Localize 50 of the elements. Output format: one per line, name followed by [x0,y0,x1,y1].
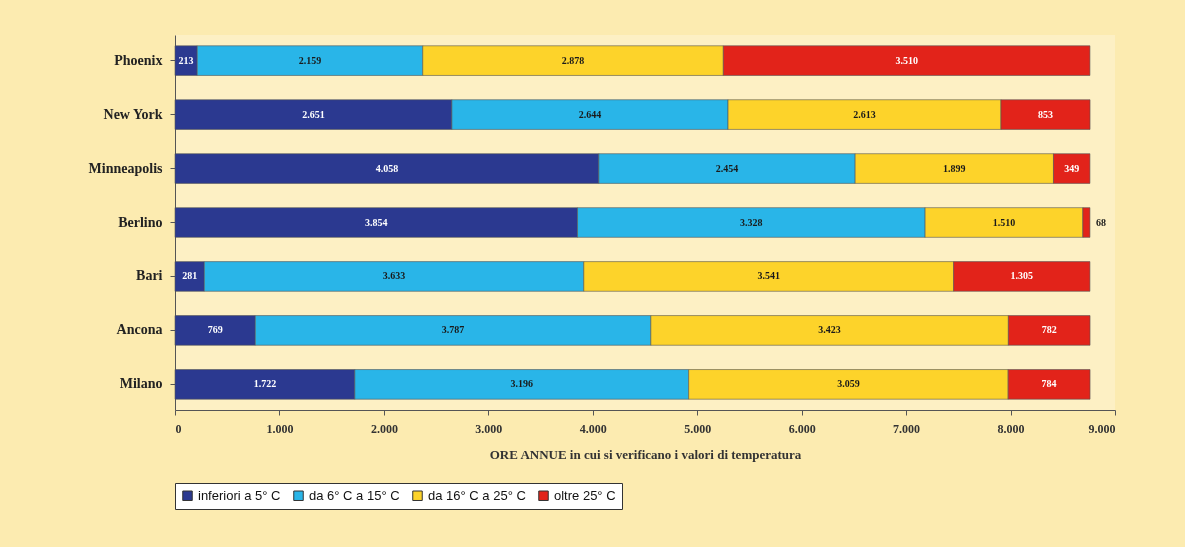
x-tick-label: 1.000 [266,421,294,436]
y-tick-label: Bari [136,268,163,284]
data-label: 1.510 [992,216,1016,228]
x-tick-label: 6.000 [788,421,816,436]
data-label: 1.722 [253,378,277,390]
x-tick-label: 0 [175,421,182,436]
data-label: 349 [1064,162,1080,174]
x-tick-label: 2.000 [370,421,398,436]
y-tick-label: Minneapolis [88,160,164,176]
data-label: 3.328 [740,216,763,228]
y-tick-label: Ancona [116,322,163,338]
y-tick-label: Phoenix [114,52,163,68]
data-label: 1.305 [1010,270,1034,282]
data-label: 68 [1095,216,1106,228]
data-label: 3.854 [365,216,388,228]
x-tick-label: 7.000 [893,421,921,436]
data-label: 213 [178,54,194,66]
legend-label: da 6° C a 15° C [309,487,400,503]
data-label: 3.196 [510,378,534,390]
x-tick-label: 5.000 [684,421,712,436]
legend-label: da 16° C a 25° C [428,487,526,503]
legend-label: inferiori a 5° C [198,487,281,503]
data-label: 3.787 [441,324,465,336]
data-label: 4.058 [375,162,399,174]
data-label: 2.454 [715,162,739,174]
data-label: 3.633 [382,270,406,282]
data-label: 769 [207,324,223,336]
data-label: 2.644 [578,108,602,120]
data-label: 3.541 [757,270,780,282]
data-label: 2.651 [302,108,325,120]
y-tick-label: Berlino [118,214,163,230]
data-label: 2.878 [561,54,585,66]
y-tick-label: New York [103,106,163,122]
data-label: 3.423 [818,324,841,336]
x-tick-label: 9.000 [1088,421,1116,436]
x-tick-label: 8.000 [997,421,1025,436]
legend-label: oltre 25° C [554,487,616,503]
data-label: 2.159 [298,54,322,66]
data-label: 281 [182,270,198,282]
x-tick-label: 3.000 [475,421,503,436]
data-label: 1.899 [943,162,966,174]
x-tick-label: 4.000 [579,421,607,436]
data-label: 782 [1041,324,1057,336]
data-label: 3.059 [837,378,860,390]
data-label: 853 [1037,108,1053,120]
y-tick-label: Milano [119,376,163,392]
data-label: 784 [1041,378,1057,390]
data-label: 2.613 [853,108,876,120]
data-label: 3.510 [895,54,918,66]
x-axis-title: ORE ANNUE in cui si verificano i valori di temperatura [489,446,802,462]
